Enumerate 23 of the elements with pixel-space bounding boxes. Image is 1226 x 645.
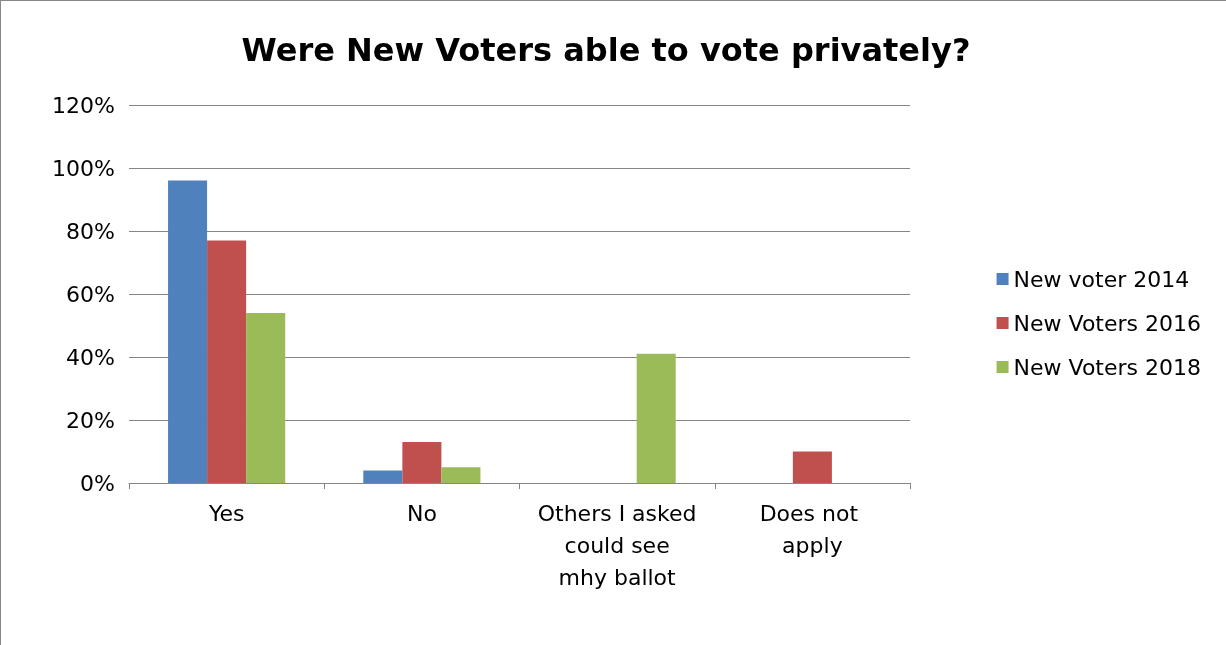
legend-label: New voter 2014: [1013, 266, 1190, 292]
y-tick-label: 0%: [80, 470, 115, 496]
x-tick-label: No: [406, 500, 437, 526]
y-tick-label: 80%: [66, 218, 115, 244]
bar: [246, 312, 286, 483]
bar: [636, 353, 676, 483]
chart-title: Were New Voters able to vote privately?: [241, 31, 971, 69]
bar: [168, 180, 208, 483]
bar: [792, 451, 832, 483]
legend-label: New Voters 2018: [1013, 354, 1202, 380]
bar: [441, 467, 481, 483]
y-tick-label: 120%: [52, 92, 115, 118]
bar: [363, 470, 403, 483]
y-tick-label: 100%: [52, 155, 115, 181]
y-tick-label: 60%: [66, 281, 115, 307]
x-tick-label: Others I asked could see mhy ballot: [537, 500, 697, 590]
x-tick-label: Does not apply: [759, 500, 866, 558]
bar: [207, 240, 247, 483]
y-tick-label: 20%: [66, 407, 115, 433]
y-tick-label: 40%: [66, 344, 115, 370]
x-tick-label: Yes: [207, 500, 245, 526]
bar: [402, 442, 442, 483]
legend-label: New Voters 2016: [1013, 310, 1202, 336]
